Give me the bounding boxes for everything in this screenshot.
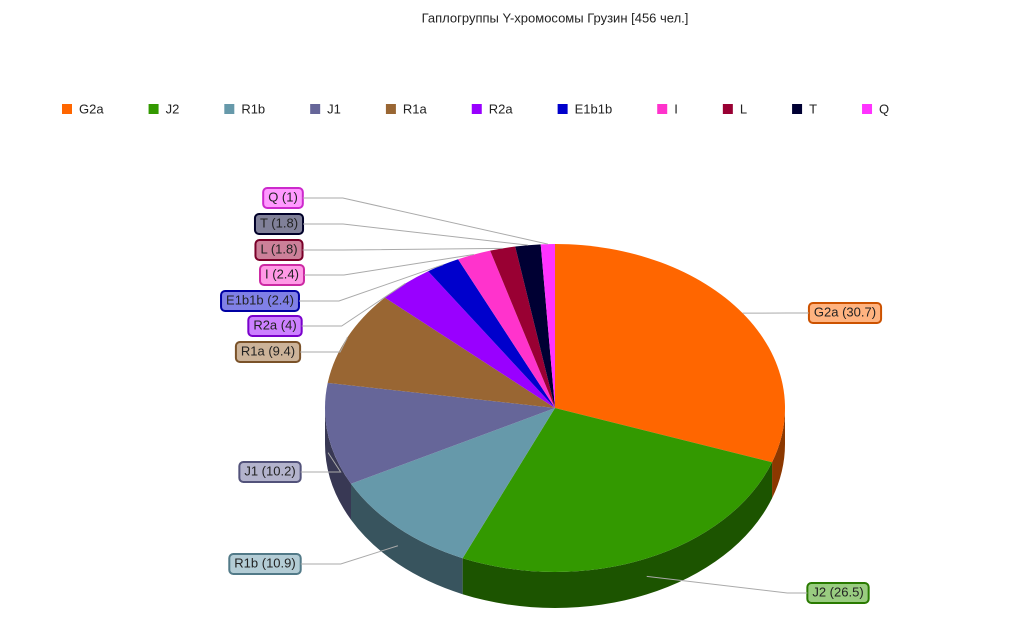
data-label: J2 (26.5) [812, 584, 863, 599]
pie-slice [515, 244, 555, 408]
leader-line [646, 575, 808, 594]
legend-label: R1a [403, 101, 428, 116]
legend-label: J1 [327, 101, 341, 116]
pie-slice [462, 408, 773, 572]
legend-swatch [792, 104, 803, 114]
pie-slice [428, 259, 555, 408]
leader-line [303, 223, 528, 246]
legend-swatch [224, 104, 235, 114]
legend-label: R2a [489, 101, 514, 116]
data-label: J1 (10.2) [244, 463, 295, 478]
leader-line [302, 197, 548, 245]
legend-label: L [740, 101, 747, 116]
legend-swatch [557, 104, 568, 114]
data-label: G2a (30.7) [814, 304, 876, 319]
legend-swatch [310, 104, 321, 114]
pie-slice [555, 244, 785, 463]
leader-line [298, 264, 443, 302]
pie-slice [351, 408, 555, 559]
pie-slice [540, 244, 555, 408]
chart-title: Гаплогруппы Y-хромосомы Грузин [456 чел.… [422, 10, 689, 25]
pie-side [772, 408, 785, 499]
legend-swatch [722, 104, 733, 114]
data-label: T (1.8) [260, 215, 298, 230]
pie-side [351, 483, 463, 595]
data-label: R2a (4) [253, 317, 296, 332]
pie-side [325, 408, 352, 520]
leader-line [300, 337, 348, 353]
legend-label: G2a [79, 101, 104, 116]
legend-label: R1b [241, 101, 265, 116]
leader-line [303, 254, 474, 276]
legend-swatch [862, 104, 873, 114]
leader-line [302, 247, 503, 251]
pie-slice [324, 382, 555, 484]
legend-label: J2 [166, 101, 180, 116]
data-label: E1b1b (2.4) [226, 292, 294, 307]
legend-label: T [809, 101, 817, 116]
leader-line [301, 283, 406, 327]
pie-slice [458, 250, 555, 408]
pie-slice [327, 297, 555, 408]
data-label: L (1.8) [260, 241, 297, 256]
pie-slice [384, 271, 555, 408]
legend-swatch [385, 104, 396, 114]
leader-line [300, 452, 342, 473]
leader-line [300, 545, 399, 565]
data-label: Q (1) [268, 189, 298, 204]
legend-swatch [62, 104, 72, 114]
data-label: R1a (9.4) [241, 343, 295, 358]
legend-swatch [471, 104, 482, 114]
legend-label: Q [879, 101, 889, 116]
data-label: R1b (10.9) [234, 555, 295, 570]
pie-slice [490, 246, 555, 408]
legend-label: I [674, 101, 678, 116]
legend-swatch [657, 104, 668, 114]
legend-swatch [148, 104, 159, 114]
legend-label: E1b1b [575, 101, 613, 116]
pie-side [462, 462, 773, 608]
data-label: I (2.4) [265, 266, 299, 281]
